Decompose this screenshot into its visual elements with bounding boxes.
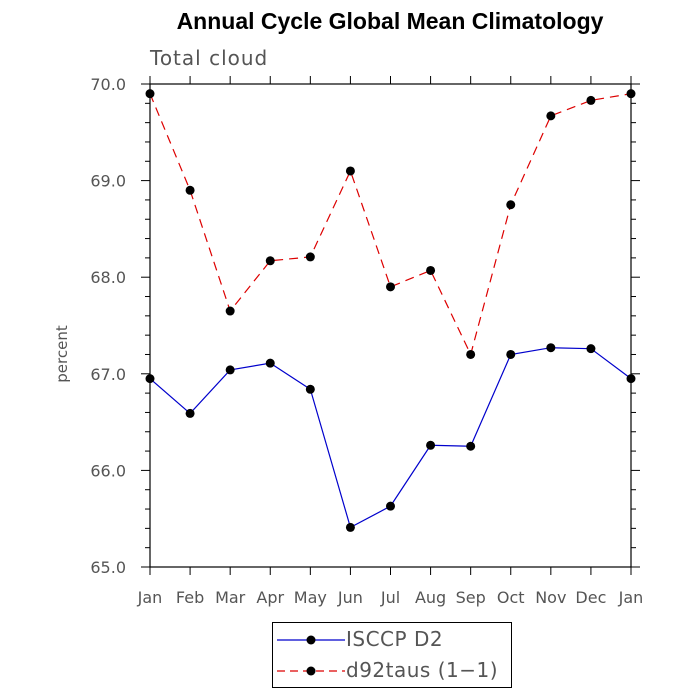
data-point-isccp: [185, 408, 195, 418]
legend: ISCCP D2 d92taus (1−1): [272, 622, 512, 688]
series-line-isccp: [149, 347, 632, 529]
data-point-d92taus: [546, 111, 556, 121]
chart-title: Annual Cycle Global Mean Climatology: [176, 8, 604, 34]
legend-line-isccp: [277, 635, 345, 645]
data-point-d92taus: [345, 166, 355, 176]
data-point-isccp: [546, 343, 556, 353]
legend-line-d92taus: [277, 666, 345, 676]
y-tick-label: 65.0: [90, 558, 126, 577]
data-point-d92taus: [586, 95, 596, 105]
x-tick-label: May: [294, 588, 327, 607]
data-point-isccp: [586, 344, 596, 354]
x-tick-label: Jul: [380, 588, 400, 607]
data-point-isccp: [225, 365, 235, 375]
data-point-isccp: [386, 501, 395, 511]
data-point-isccp: [345, 522, 355, 532]
x-tick-label: Nov: [535, 588, 566, 607]
data-point-d92taus: [386, 282, 395, 292]
data-point-d92taus: [426, 265, 436, 275]
data-point-isccp: [506, 349, 516, 359]
y-tick-label: 67.0: [90, 365, 126, 384]
y-tick-label: 68.0: [90, 268, 126, 287]
data-point-d92taus: [145, 89, 155, 99]
axis-ticks: Jan Feb Mar Apr May Jun Jul Aug Sep Oct Nov Dec Jan 6…: [90, 75, 643, 607]
data-point-isccp: [426, 440, 436, 450]
series-group: [145, 89, 636, 532]
x-tick-label: Oct: [497, 588, 525, 607]
data-point-d92taus: [466, 349, 476, 359]
x-tick-label: Mar: [215, 588, 246, 607]
x-tick-label: Jun: [337, 588, 363, 607]
x-tick-label: Dec: [575, 588, 606, 607]
x-tick-label: Apr: [256, 588, 284, 607]
legend-label-isccp: ISCCP D2: [346, 627, 444, 651]
legend-label-d92taus: d92taus (1−1): [346, 658, 499, 682]
data-point-d92taus: [305, 252, 315, 262]
plot-frame: [149, 83, 632, 568]
data-point-isccp: [145, 374, 155, 384]
data-point-isccp: [626, 374, 636, 384]
x-tick-label: Jan: [618, 588, 644, 607]
data-point-d92taus: [506, 200, 516, 210]
data-point-d92taus: [225, 306, 235, 316]
data-point-d92taus: [265, 256, 275, 266]
data-point-d92taus: [185, 185, 195, 195]
y-axis-label: percent: [53, 325, 71, 383]
chart-subtitle: Total cloud: [150, 46, 269, 70]
data-point-isccp: [305, 384, 315, 394]
y-tick-label: 70.0: [90, 75, 126, 94]
y-tick-label: 66.0: [90, 461, 126, 480]
x-tick-label: Jan: [137, 588, 163, 607]
data-point-isccp: [265, 358, 275, 368]
legend-entry-isccp: ISCCP D2: [273, 625, 511, 655]
data-point-d92taus: [626, 89, 636, 99]
series-line-d92taus: [149, 93, 632, 357]
x-tick-label: Feb: [176, 588, 204, 607]
x-tick-label: Aug: [415, 588, 446, 607]
x-tick-label: Sep: [456, 588, 486, 607]
plot-axes: [149, 83, 632, 568]
y-tick-label: 69.0: [90, 172, 126, 191]
data-point-isccp: [466, 441, 476, 451]
legend-entry-d92taus: d92taus (1−1): [273, 656, 511, 686]
